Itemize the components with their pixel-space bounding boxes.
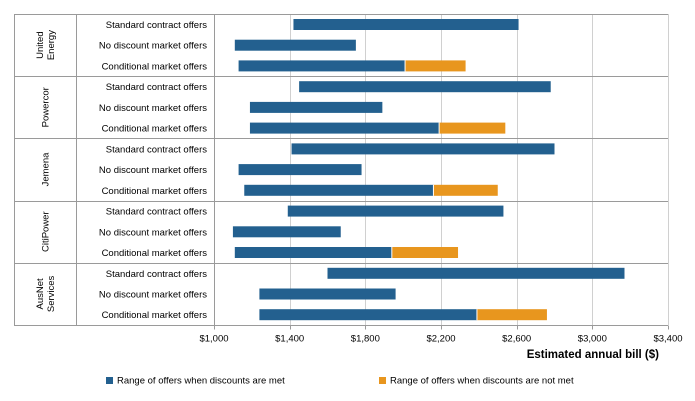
bar-discounts-met (293, 19, 519, 30)
bar-discounts-not-met (439, 122, 506, 134)
x-tick-label: $1,400 (275, 334, 304, 345)
category-label: No discount market offers (99, 290, 207, 301)
x-tick-label: $3,000 (578, 334, 607, 345)
x-tick-label: $2,200 (426, 334, 455, 345)
bar-discounts-met (259, 288, 396, 300)
x-axis-title: Estimated annual bill ($) (527, 349, 659, 361)
bar-discounts-met (327, 267, 625, 279)
bar-discounts-met (232, 226, 341, 238)
group-label: CitiPower (41, 211, 52, 252)
category-label: Standard contract offers (106, 20, 207, 31)
bar-discounts-met (244, 184, 434, 196)
category-label: Standard contract offers (106, 207, 207, 218)
category-label: Standard contract offers (106, 82, 207, 93)
category-label: No discount market offers (99, 165, 207, 176)
legend-swatch-not-met (379, 377, 386, 384)
bar-discounts-met (234, 39, 356, 51)
legend-label-not-met: Range of offers when discounts are not m… (390, 376, 574, 387)
bar-discounts-met (238, 164, 362, 176)
x-tick-label: $2,600 (502, 334, 531, 345)
bar-discounts-not-met (476, 309, 547, 321)
x-tick-label: $3,400 (653, 334, 682, 345)
bar-discounts-not-met (433, 184, 498, 196)
bar-discounts-met (234, 247, 392, 258)
category-label: Conditional market offers (102, 248, 208, 259)
bar-discounts-not-met (391, 247, 459, 258)
category-label: Conditional market offers (102, 310, 208, 321)
category-label: Conditional market offers (102, 186, 208, 197)
group-label: AusNetServices (35, 275, 57, 312)
bar-discounts-met (249, 101, 383, 113)
legend-swatch-met (106, 377, 113, 384)
category-label: Standard contract offers (106, 144, 207, 155)
group-label: UnitedEnergy (35, 30, 57, 60)
bar-discounts-not-met (405, 60, 466, 72)
bar-discounts-met (299, 81, 551, 93)
x-tick-label: $1,000 (199, 334, 228, 345)
x-tick-label: $1,800 (351, 334, 380, 345)
bar-discounts-met (238, 60, 406, 72)
category-label: Standard contract offers (106, 269, 207, 280)
bar-discounts-met (259, 309, 477, 321)
bar-discounts-met (287, 205, 504, 217)
group-label: Powercor (41, 87, 52, 127)
legend-label-met: Range of offers when discounts are met (117, 376, 285, 387)
category-label: No discount market offers (99, 103, 207, 114)
bar-discounts-met (291, 143, 555, 155)
category-label: No discount market offers (99, 227, 207, 238)
bar-discounts-met (249, 122, 440, 134)
group-label: Jemena (41, 152, 52, 187)
category-label: No discount market offers (99, 41, 207, 52)
category-label: Conditional market offers (102, 124, 208, 135)
category-label: Conditional market offers (102, 61, 208, 72)
